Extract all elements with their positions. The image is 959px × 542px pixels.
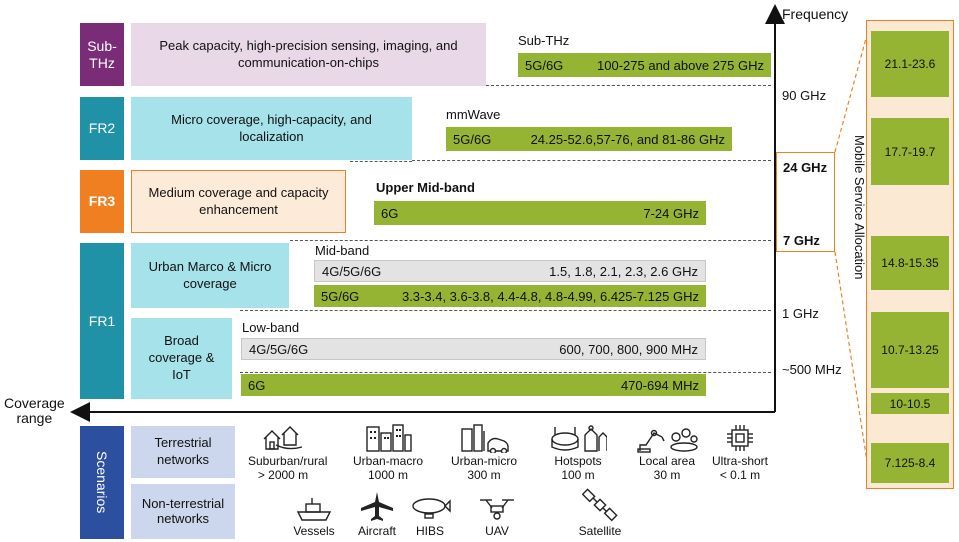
midband-green-freq: 3.3-3.4, 3.6-3.8, 4.4-4.8, 4.8-4.99, 6.4… xyxy=(401,288,699,304)
scenario-vessels: Vessels xyxy=(286,496,342,538)
street-icon xyxy=(461,424,509,453)
fr2-description: Micro coverage, high-capacity, and local… xyxy=(131,97,412,160)
scenario-uav: UAV xyxy=(474,496,520,538)
fr2-freq: 24.25-52.6,57-76, and 81-86 GHz xyxy=(530,131,725,147)
fr3-bar: 6G 7-24 GHz xyxy=(374,201,706,225)
alloc-band-3: 14.8-15.35 xyxy=(871,236,949,290)
fr2-bar: 5G/6G 24.25-52.6,57-76, and 81-86 GHz xyxy=(446,127,732,151)
stadium-icon xyxy=(551,425,607,452)
midband-grey-bar: 4G/5G/6G 1.5, 1.8, 2.1, 2.3, 2.6 GHz xyxy=(314,260,706,282)
scenario-urban-micro: Urban-micro 300 m xyxy=(447,423,521,483)
subthz-bar: 5G/6G 100-275 and above 275 GHz xyxy=(518,53,771,77)
coverage-axis-label: Coverage range xyxy=(4,395,65,427)
chip-icon xyxy=(727,425,753,451)
alloc-band-6: 7.125-8.4 xyxy=(871,443,949,483)
midband-grey-freq: 1.5, 1.8, 2.1, 2.3, 2.6 GHz xyxy=(549,263,698,279)
fr1-urban-description: Urban Marco & Micro coverage xyxy=(131,243,289,308)
lowband-grey-freq: 600, 700, 800, 900 MHz xyxy=(559,341,698,357)
terrestrial-label: Terrestrial networks xyxy=(131,426,235,478)
fr3-tech: 6G xyxy=(381,205,399,221)
scenarios-label: Scenarios xyxy=(80,426,124,539)
allocation-title: Mobile Service Allocation xyxy=(852,135,867,280)
lowband-grey-tech: 4G/5G/6G xyxy=(249,341,309,357)
scenario-ultra-short: Ultra-short < 0.1 m xyxy=(706,423,774,483)
freq-label-90ghz: 90 GHz xyxy=(780,88,829,103)
lowband-green-freq: 470-694 MHz xyxy=(620,377,699,393)
lowband-green-tech: 6G xyxy=(248,377,266,393)
subthz-tech: 5G/6G xyxy=(525,57,564,73)
freq-label-24ghz: 24 GHz xyxy=(783,160,828,175)
alloc-band-1: 21.1-23.6 xyxy=(871,31,949,97)
frequency-axis-label: Frequency xyxy=(782,6,849,22)
scenario-hotspots: Hotspots 100 m xyxy=(545,423,611,483)
lowband-green-bar: 6G 470-694 MHz xyxy=(241,374,706,396)
scenario-local-area: Local area 30 m xyxy=(633,423,701,483)
midband-title: Mid-band xyxy=(315,243,370,258)
freq-label-500mhz: ~500 MHz xyxy=(780,362,844,377)
midband-green-tech: 5G/6G xyxy=(321,288,360,304)
drone-icon xyxy=(480,499,514,520)
freq-label-1ghz: 1 GHz xyxy=(780,306,821,321)
scenario-urban-macro: Urban-macro 1000 m xyxy=(348,423,428,483)
subthz-description: Peak capacity, high-precision sensing, i… xyxy=(131,23,486,86)
fr3-frequency-bracket xyxy=(776,152,835,252)
lowband-title: Low-band xyxy=(242,320,300,335)
city-buildings-icon xyxy=(366,424,412,452)
freq-label-7ghz: 7 GHz xyxy=(783,233,820,248)
fr3-freq: 7-24 GHz xyxy=(643,205,699,221)
subthz-freq: 100-275 and above 275 GHz xyxy=(597,57,764,73)
band-fr3: FR3 xyxy=(80,170,124,233)
subthz-range-title: Sub-THz xyxy=(518,33,570,48)
fr1-broad-description: Broad coverage & IoT xyxy=(131,318,232,399)
band-subthz: Sub- THz xyxy=(80,23,124,86)
midband-grey-tech: 4G/5G/6G xyxy=(322,263,382,279)
alloc-band-4: 10.7-13.25 xyxy=(871,312,949,388)
satellite-icon xyxy=(582,488,618,522)
airship-icon xyxy=(412,498,451,519)
fr2-range-title: mmWave xyxy=(446,107,501,122)
factory-icon xyxy=(637,428,698,453)
scenario-suburban: Suburban/rural > 2000 m xyxy=(248,423,327,483)
nonterrestrial-label: Non-terrestrial networks xyxy=(131,484,235,539)
scenario-satellite: Satellite xyxy=(570,488,630,538)
fr3-range-title: Upper Mid-band xyxy=(376,180,475,195)
alloc-band-2: 17.7-19.7 xyxy=(871,118,949,185)
fr2-tech: 5G/6G xyxy=(453,131,492,147)
lowband-grey-bar: 4G/5G/6G 600, 700, 800, 900 MHz xyxy=(241,338,706,360)
fr3-description: Medium coverage and capacity enhancement xyxy=(131,170,346,233)
band-fr1: FR1 xyxy=(80,243,124,399)
band-fr2: FR2 xyxy=(80,97,124,160)
scenario-hibs: HIBS xyxy=(407,496,453,538)
midband-green-bar: 5G/6G 3.3-3.4, 3.6-3.8, 4.4-4.8, 4.8-4.9… xyxy=(314,285,706,307)
alloc-band-5: 10-10.5 xyxy=(871,393,949,414)
aircraft-icon xyxy=(361,492,393,521)
houses-icon xyxy=(263,426,303,450)
ship-icon xyxy=(296,498,332,521)
scenario-aircraft: Aircraft xyxy=(350,490,404,538)
